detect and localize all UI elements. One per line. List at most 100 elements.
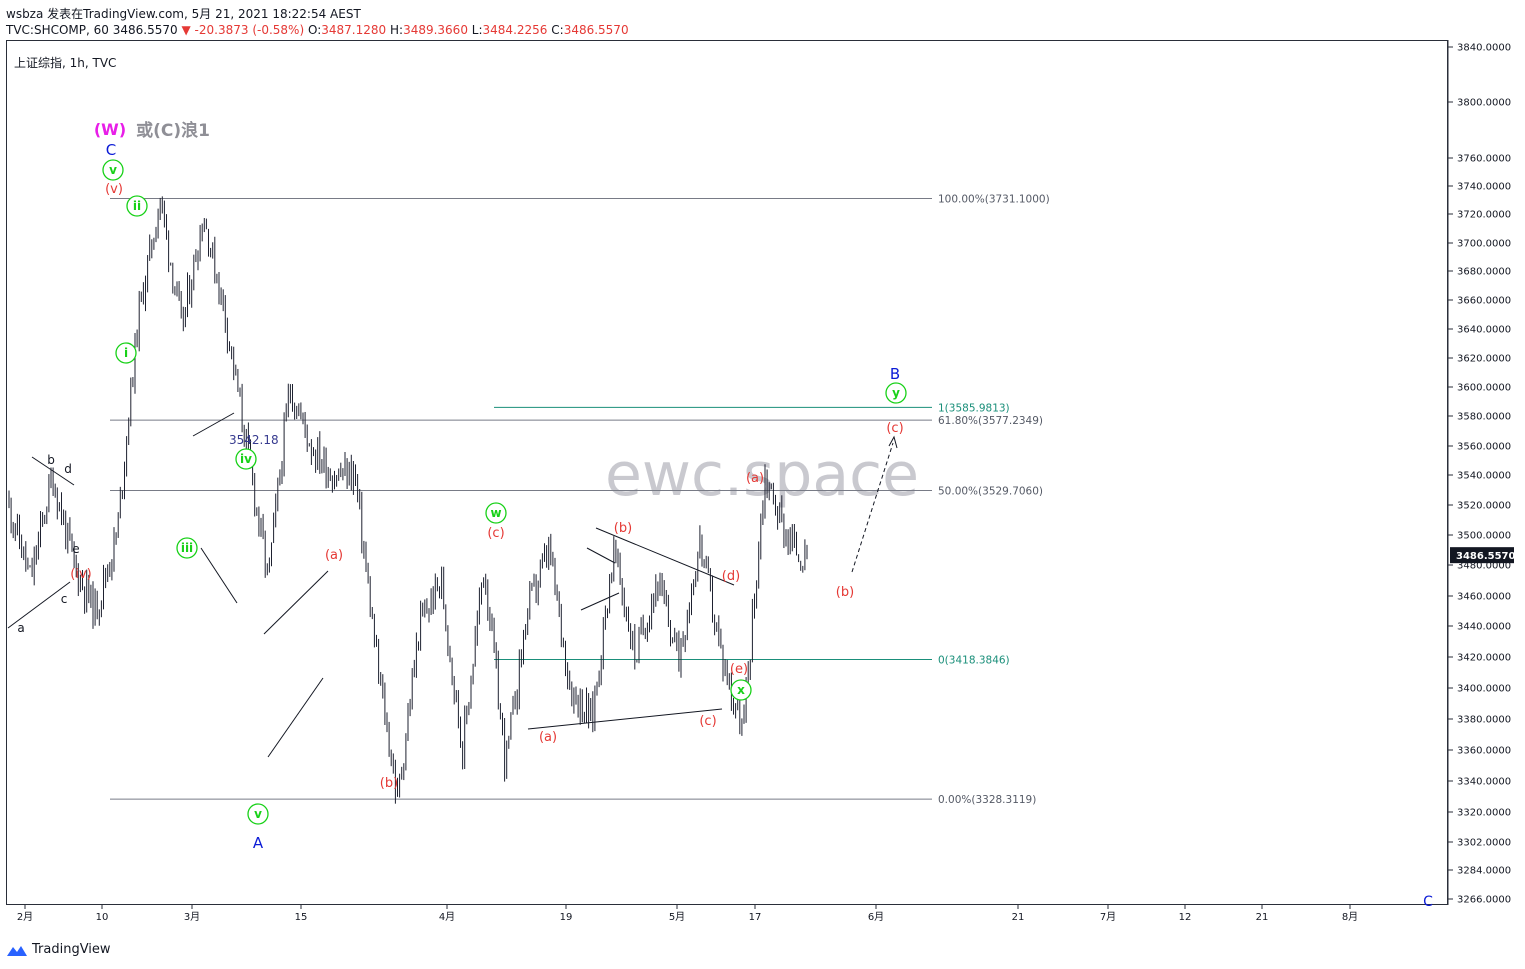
x-tick-label: 17 — [749, 912, 762, 923]
fib-level-label: 100.00%(3731.1000) — [938, 193, 1050, 205]
wave-label-paren-a: (a) — [325, 548, 343, 563]
x-tick-label: 21 — [1256, 912, 1269, 923]
y-tick-label: 3580.0000 — [1457, 412, 1511, 423]
x-tick-label: 21 — [1012, 912, 1025, 923]
open-value: 3487.1280 — [321, 23, 387, 37]
publish-info: wsbza 发表在TradingView.com, 5月 21, 2021 18… — [6, 7, 361, 21]
down-triangle-icon: ▼ — [181, 23, 191, 37]
wave-label-y: y — [892, 386, 900, 400]
y-tick-label: 3700.0000 — [1457, 239, 1511, 250]
trendline[interactable] — [527, 708, 723, 730]
wave-label-y-circle — [885, 382, 907, 404]
trendline[interactable] — [200, 547, 238, 604]
y-tick-label: 3800.0000 — [1457, 98, 1511, 109]
last-price: 3486.5570 — [112, 23, 178, 37]
wave-label-paren-c-2: (c) — [699, 714, 716, 729]
low-label: L: — [471, 23, 483, 37]
wave-label-alt: 或(C)浪1 — [136, 120, 210, 141]
wave-label-v-bottom: v — [254, 807, 262, 821]
x-tick-label: 3月 — [184, 911, 200, 923]
wave-label-x: x — [737, 683, 745, 697]
close-value: 3486.5570 — [563, 23, 629, 37]
wave-label-paren-d: (d) — [722, 569, 740, 584]
tradingview-logo-icon — [7, 945, 27, 956]
y-tick-label: 3500.0000 — [1457, 531, 1511, 542]
wave-label-paren-e: (e) — [730, 662, 748, 677]
y-tick-label: 3360.0000 — [1457, 746, 1511, 757]
trendline[interactable] — [267, 677, 324, 758]
trendline[interactable] — [586, 547, 616, 564]
y-tick-label: 3660.0000 — [1457, 296, 1511, 307]
wave-label-iii-circle — [176, 537, 198, 559]
wave-label-paren-v: (v) — [105, 182, 123, 197]
x-tick-label: 4月 — [439, 911, 455, 923]
trendline[interactable] — [7, 581, 71, 629]
wave-label-C-edge: C — [1423, 894, 1433, 910]
y-tick-label: 3520.0000 — [1457, 501, 1511, 512]
y-tick-label: 3740.0000 — [1457, 182, 1511, 193]
fib-level-label: 61.80%(3577.2349) — [938, 415, 1043, 427]
price-annotation: 3542.18 — [229, 433, 279, 447]
trendline[interactable] — [263, 570, 329, 635]
fib-level-label: 0.00%(3328.3119) — [938, 794, 1036, 806]
high-value: 3489.3660 — [403, 23, 468, 37]
projection-arrow[interactable] — [851, 442, 894, 573]
tradingview-logo[interactable]: TradingView — [6, 942, 111, 957]
trendline[interactable] — [595, 527, 735, 586]
wave-label-paren-b-2: (b) — [614, 521, 632, 536]
wave-label-i: i — [124, 346, 128, 360]
x-tick-label: 6月 — [868, 911, 884, 923]
x-tick-label: 19 — [560, 912, 573, 923]
y-tick-label: 3840.0000 — [1457, 43, 1511, 54]
wave-label-B: B — [890, 365, 900, 383]
trendline[interactable] — [192, 412, 235, 437]
wave-label-w-circle — [485, 502, 507, 524]
wave-label-w: w — [490, 506, 501, 520]
open-label: O: — [307, 23, 322, 37]
y-tick-label: 3600.0000 — [1457, 383, 1511, 394]
wave-label-v-bottom-circle — [247, 803, 269, 825]
wave-label-v-top: v — [109, 163, 117, 177]
y-tick-label: 3460.0000 — [1457, 592, 1511, 603]
x-tick-label: 8月 — [1342, 911, 1358, 923]
y-tick-label: 3266.0000 — [1457, 895, 1511, 906]
wave-label-iv: iv — [240, 452, 252, 466]
wave-label-ii-circle — [126, 195, 148, 217]
close-label: C: — [551, 23, 564, 37]
ohlc-legend: TVC:SHCOMP, 60 3486.5570 ▼ -20.3873 (-0.… — [6, 23, 629, 37]
trendline[interactable] — [580, 592, 620, 611]
y-tick-label: 3380.0000 — [1457, 715, 1511, 726]
price-badge — [1450, 547, 1514, 564]
wave-label-e-small: e — [72, 542, 79, 556]
x-tick-label: 12 — [1179, 912, 1192, 923]
wave-label-iv-circle — [235, 448, 257, 470]
watermark-text: ewc.space — [605, 440, 919, 510]
wave-label-paren-b-3: (b) — [836, 585, 854, 600]
y-tick-label: 3620.0000 — [1457, 354, 1511, 365]
x-tick-label: 5月 — [669, 911, 685, 923]
wave-label-c-small: c — [61, 592, 68, 606]
fib-level-label: 1(3585.9813) — [938, 402, 1010, 414]
wave-label-paren-iv: (iv) — [70, 567, 91, 582]
wave-label-paren-b: (b) — [380, 776, 398, 791]
wave-label-W-major: (W) — [94, 120, 126, 139]
y-tick-label: 3320.0000 — [1457, 808, 1511, 819]
wave-label-paren-a-2: (a) — [539, 730, 557, 745]
wave-label-iii: iii — [181, 541, 193, 555]
y-tick-label: 3340.0000 — [1457, 777, 1511, 788]
y-tick-label: 3302.0000 — [1457, 838, 1511, 849]
wave-label-b-small: b — [47, 453, 55, 467]
y-tick-label: 3480.0000 — [1457, 561, 1511, 572]
price-badge-text: 3486.5570 — [1456, 551, 1516, 562]
tradingview-logo-text: TradingView — [32, 942, 111, 957]
wave-label-x-circle — [730, 679, 752, 701]
wave-label-v-top-circle — [102, 159, 124, 181]
wave-label-paren-c-3: (c) — [886, 421, 903, 436]
y-tick-label: 3420.0000 — [1457, 653, 1511, 664]
fib-level-label: 50.00%(3529.7060) — [938, 485, 1043, 497]
wave-label-C: C — [106, 141, 116, 159]
change-value: -20.3873 (-0.58%) — [194, 23, 305, 37]
y-tick-label: 3760.0000 — [1457, 154, 1511, 165]
wave-label-i-circle — [115, 342, 137, 364]
